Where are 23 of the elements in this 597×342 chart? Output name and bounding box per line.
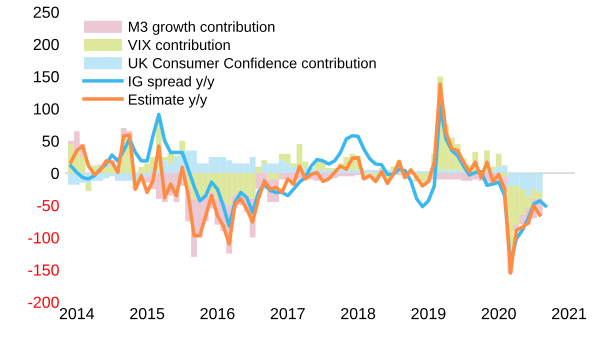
y-tick-label: -150 xyxy=(28,264,59,276)
y-tick-label: 50 xyxy=(42,136,59,147)
x-tick-label: 2019 xyxy=(411,308,446,320)
y-tick-label: -50 xyxy=(37,200,59,212)
legend-label: Estimate y/y xyxy=(128,94,208,108)
legend-label: IG spread y/y xyxy=(129,76,214,90)
legend-label: VIX contribution xyxy=(128,39,230,50)
y-tick-label: -100 xyxy=(28,232,59,244)
legend-label: UK Consumer Confidence contribution xyxy=(128,58,376,68)
x-tick-label: 2018 xyxy=(341,308,376,320)
y-tick-label: 0 xyxy=(51,168,59,180)
x-tick-label: 2016 xyxy=(200,308,235,320)
x-tick-label: 2020 xyxy=(482,308,516,320)
y-tick-label: 250 xyxy=(34,6,59,18)
y-tick-label: 150 xyxy=(34,71,59,82)
legend-label: M3 growth contribution xyxy=(128,21,274,35)
y-tick-label: 100 xyxy=(34,103,59,115)
y-tick-label: -200 xyxy=(28,296,59,308)
x-tick-label: 2017 xyxy=(270,308,305,320)
x-tick-label: 2015 xyxy=(130,308,164,320)
y-tick-label: 200 xyxy=(34,38,59,50)
x-tick-label: 2021 xyxy=(552,308,586,320)
x-tick-label: 2014 xyxy=(60,308,94,320)
